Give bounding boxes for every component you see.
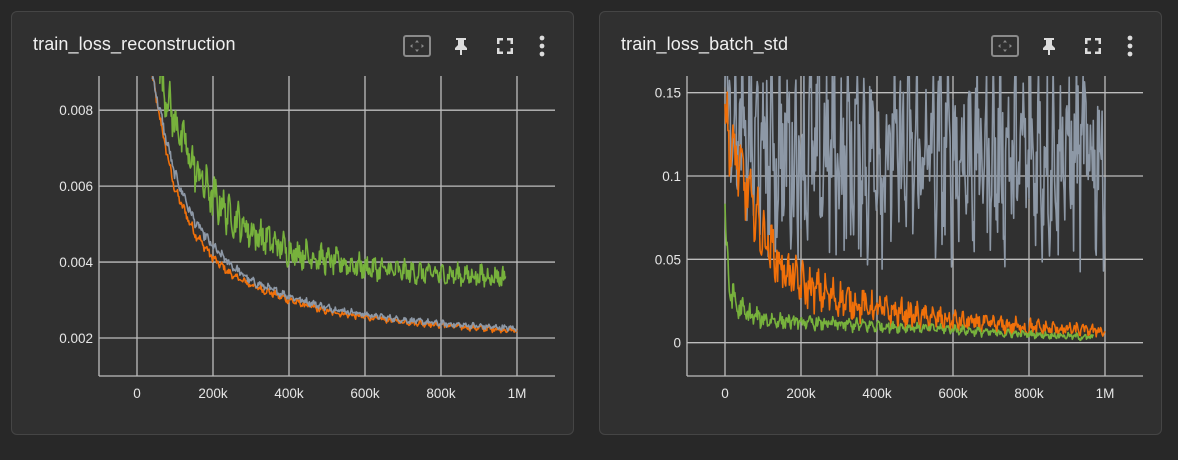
- grid: [98, 76, 555, 377]
- more-vert-icon: [1127, 35, 1133, 57]
- x-tick-label: 800k: [1014, 386, 1044, 401]
- series-group: [151, 76, 518, 334]
- more-options-button[interactable]: [527, 31, 557, 61]
- fullscreen-button[interactable]: [1071, 31, 1115, 61]
- fit-domain-icon: [403, 35, 431, 57]
- x-tick-label: 0: [133, 386, 141, 401]
- series-line-2: [159, 76, 507, 288]
- fullscreen-icon: [497, 38, 513, 54]
- card-toolbar: [395, 31, 557, 61]
- pin-button[interactable]: [439, 31, 483, 61]
- card-title: train_loss_batch_std: [621, 34, 789, 54]
- card-toolbar: [983, 31, 1145, 61]
- x-tick-label: 600k: [350, 386, 380, 401]
- fullscreen-button[interactable]: [483, 31, 527, 61]
- fit-domain-button[interactable]: [395, 31, 439, 61]
- series-line-1: [724, 91, 1106, 338]
- fit-domain-button[interactable]: [983, 31, 1027, 61]
- x-tick-label: 200k: [786, 386, 816, 401]
- x-tick-label: 1M: [1096, 386, 1115, 401]
- x-tick-label: 800k: [426, 386, 456, 401]
- line-chart: 0 200k 400k 600k 800k 1M 0.002 0.004 0.006 0.008: [59, 76, 555, 401]
- fit-domain-icon: [991, 35, 1019, 57]
- series-line-1: [151, 76, 518, 332]
- x-tick-label: 1M: [508, 386, 527, 401]
- pin-icon: [455, 38, 467, 55]
- y-tick-label: 0.15: [655, 86, 681, 101]
- x-tick-label: 200k: [198, 386, 228, 401]
- series-group: [724, 76, 1106, 342]
- x-tick-label: 0: [721, 386, 729, 401]
- y-tick-label: 0: [673, 336, 681, 351]
- fullscreen-icon: [1085, 38, 1101, 54]
- more-vert-icon: [539, 35, 545, 57]
- more-options-button[interactable]: [1115, 31, 1145, 61]
- y-tick-label: 0.004: [59, 255, 93, 270]
- x-tick-label: 400k: [274, 386, 304, 401]
- pin-button[interactable]: [1027, 31, 1071, 61]
- x-tick-label: 400k: [862, 386, 892, 401]
- y-tick-label: 0.006: [59, 179, 93, 194]
- series-line-2: [724, 203, 1095, 342]
- pin-icon: [1043, 38, 1055, 55]
- series-line-0: [724, 76, 1106, 273]
- y-tick-label: 0.008: [59, 103, 93, 118]
- chart-card-train-loss-reconstruction: train_loss_reconstruction 0 200k 40: [11, 11, 574, 435]
- x-tick-label: 600k: [938, 386, 968, 401]
- y-tick-label: 0.002: [59, 331, 93, 346]
- series-line-0: [151, 76, 518, 334]
- y-tick-label: 0.05: [655, 252, 681, 267]
- card-title: train_loss_reconstruction: [33, 34, 236, 54]
- line-chart: 0 200k 400k 600k 800k 1M 0 0.05 0.1 0.15: [655, 76, 1143, 401]
- chart-card-train-loss-batch-std: train_loss_batch_std 0 200k 400k 600: [599, 11, 1162, 435]
- y-tick-label: 0.1: [662, 169, 681, 184]
